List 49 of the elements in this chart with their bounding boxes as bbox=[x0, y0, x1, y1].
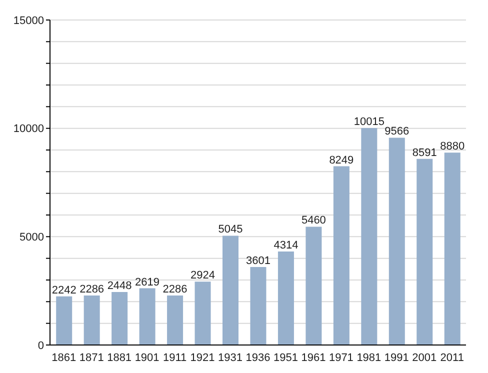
data-label: 5045 bbox=[218, 224, 243, 236]
data-label: 2242 bbox=[52, 284, 76, 296]
bar bbox=[250, 266, 266, 345]
bar bbox=[56, 296, 72, 345]
bar bbox=[194, 282, 211, 345]
bar bbox=[167, 295, 184, 345]
data-label: 5460 bbox=[301, 214, 326, 227]
x-tick-label: 1901 bbox=[134, 352, 160, 364]
x-tick-label: 1936 bbox=[246, 352, 270, 364]
y-tick-label: 15000 bbox=[13, 14, 44, 27]
x-tick-label: 1961 bbox=[301, 352, 326, 364]
y-tick-label: 0 bbox=[38, 340, 44, 352]
x-tick-label: 1861 bbox=[52, 352, 76, 364]
x-tick-label: 1881 bbox=[107, 352, 132, 364]
data-label: 2924 bbox=[190, 270, 216, 282]
bar bbox=[84, 295, 100, 345]
bar bbox=[112, 292, 128, 345]
bar bbox=[333, 166, 350, 345]
data-label: 8249 bbox=[329, 154, 354, 166]
y-tick-label: 5000 bbox=[20, 232, 44, 244]
bar bbox=[444, 152, 460, 345]
bar bbox=[139, 288, 156, 345]
x-tick-label: 1951 bbox=[273, 352, 298, 364]
bar bbox=[278, 252, 294, 345]
data-label: 9566 bbox=[384, 126, 410, 138]
x-tick-label: 1981 bbox=[356, 352, 382, 364]
bar bbox=[306, 226, 322, 345]
data-label: 2286 bbox=[80, 283, 104, 296]
data-label: 2619 bbox=[135, 276, 160, 288]
x-tick-label: 1991 bbox=[384, 352, 409, 364]
x-tick-label: 2011 bbox=[440, 352, 464, 364]
data-label: 2286 bbox=[162, 283, 188, 296]
data-label: 8880 bbox=[440, 140, 465, 153]
x-tick-label: 2001 bbox=[412, 352, 437, 364]
bar bbox=[388, 138, 405, 345]
data-label: 8591 bbox=[412, 146, 437, 159]
data-label: 4314 bbox=[274, 240, 298, 252]
data-label: 3601 bbox=[246, 254, 270, 267]
x-tick-label: 1911 bbox=[162, 352, 187, 364]
y-tick-label: 10000 bbox=[13, 123, 44, 136]
x-tick-label: 1871 bbox=[79, 352, 104, 364]
bar bbox=[222, 236, 238, 345]
x-tick-label: 1931 bbox=[218, 352, 243, 364]
bar bbox=[361, 128, 378, 345]
data-label: 2448 bbox=[107, 280, 132, 292]
x-tick-label: 1921 bbox=[190, 352, 215, 364]
bar bbox=[416, 158, 433, 345]
x-tick-label: 1971 bbox=[328, 352, 354, 364]
data-label: 10015 bbox=[354, 116, 384, 128]
